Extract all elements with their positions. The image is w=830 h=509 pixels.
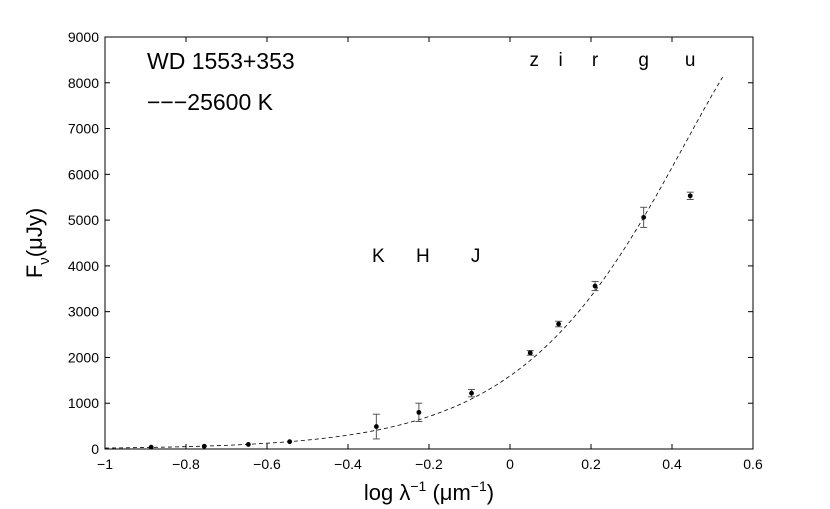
x-axis-title-unit: (μm (426, 480, 470, 505)
data-point (556, 321, 561, 327)
y-axis-title-unit: (μJy) (22, 208, 47, 257)
x-tick-label: −0.8 (172, 456, 200, 472)
y-axis-title: Fν(μJy) (22, 208, 53, 278)
x-tick-label: −1 (97, 456, 113, 472)
x-axis-title-base: log λ (364, 480, 410, 505)
data-point (641, 214, 647, 220)
y-axis-title-base: F (22, 265, 47, 278)
x-tick-label: −0.4 (334, 456, 362, 472)
band-label-r: r (592, 50, 599, 71)
x-axis-title-exp: −1 (410, 478, 426, 494)
band-labels: z i r g u K H J (372, 50, 695, 267)
object-name: WD 1553+353 (147, 48, 295, 74)
band-label-g: g (638, 50, 649, 71)
x-tick-label: 0.6 (743, 456, 763, 472)
data-point (416, 409, 422, 415)
x-tick-label: 0 (506, 456, 514, 472)
data-point (245, 442, 251, 447)
data-point (287, 439, 293, 445)
y-axis-title-sub: ν (36, 257, 53, 265)
y-tick-label: 8000 (68, 75, 99, 91)
band-label-K: K (372, 246, 385, 267)
data-point (373, 424, 379, 429)
data-point (687, 193, 693, 199)
band-label-H: H (416, 246, 430, 267)
data-point (469, 390, 474, 396)
data-points-layer (148, 191, 694, 450)
model-curve-layer (104, 76, 723, 449)
y-axis: 0 1000 2000 3000 4000 5000 6000 7000 8000 9000 (68, 29, 753, 457)
y-tick-label: 2000 (68, 349, 99, 365)
y-tick-label: 9000 (68, 29, 99, 45)
x-axis-title-unit-exp: −1 (471, 478, 487, 494)
band-label-u: u (685, 50, 696, 71)
x-tick-label: 0.2 (581, 456, 601, 472)
y-tick-label: 7000 (68, 121, 99, 137)
y-tick-label: 6000 (68, 166, 99, 182)
data-point (527, 350, 533, 356)
y-tick-label: 0 (91, 441, 99, 457)
x-axis-title: log λ−1 (μm−1) (364, 478, 494, 505)
band-label-J: J (471, 246, 481, 267)
x-axis: −1 −0.8 −0.6 −0.4 −0.2 0 0.2 0.4 0.6 (97, 37, 763, 472)
model-curve (104, 76, 723, 449)
data-point (592, 283, 598, 289)
x-tick-label: −0.2 (415, 456, 443, 472)
data-point (201, 443, 207, 449)
x-axis-title-close: ) (487, 480, 494, 505)
model-temperature-label: −−−25600 K (147, 89, 274, 115)
y-tick-label: 1000 (68, 395, 99, 411)
y-tick-label: 5000 (68, 212, 99, 228)
band-label-z: z (530, 50, 540, 71)
y-tick-label: 4000 (68, 258, 99, 274)
band-label-i: i (559, 50, 563, 71)
y-tick-label: 3000 (68, 304, 99, 320)
x-tick-label: 0.4 (662, 456, 682, 472)
data-point (148, 444, 154, 450)
x-tick-label: −0.6 (253, 456, 281, 472)
